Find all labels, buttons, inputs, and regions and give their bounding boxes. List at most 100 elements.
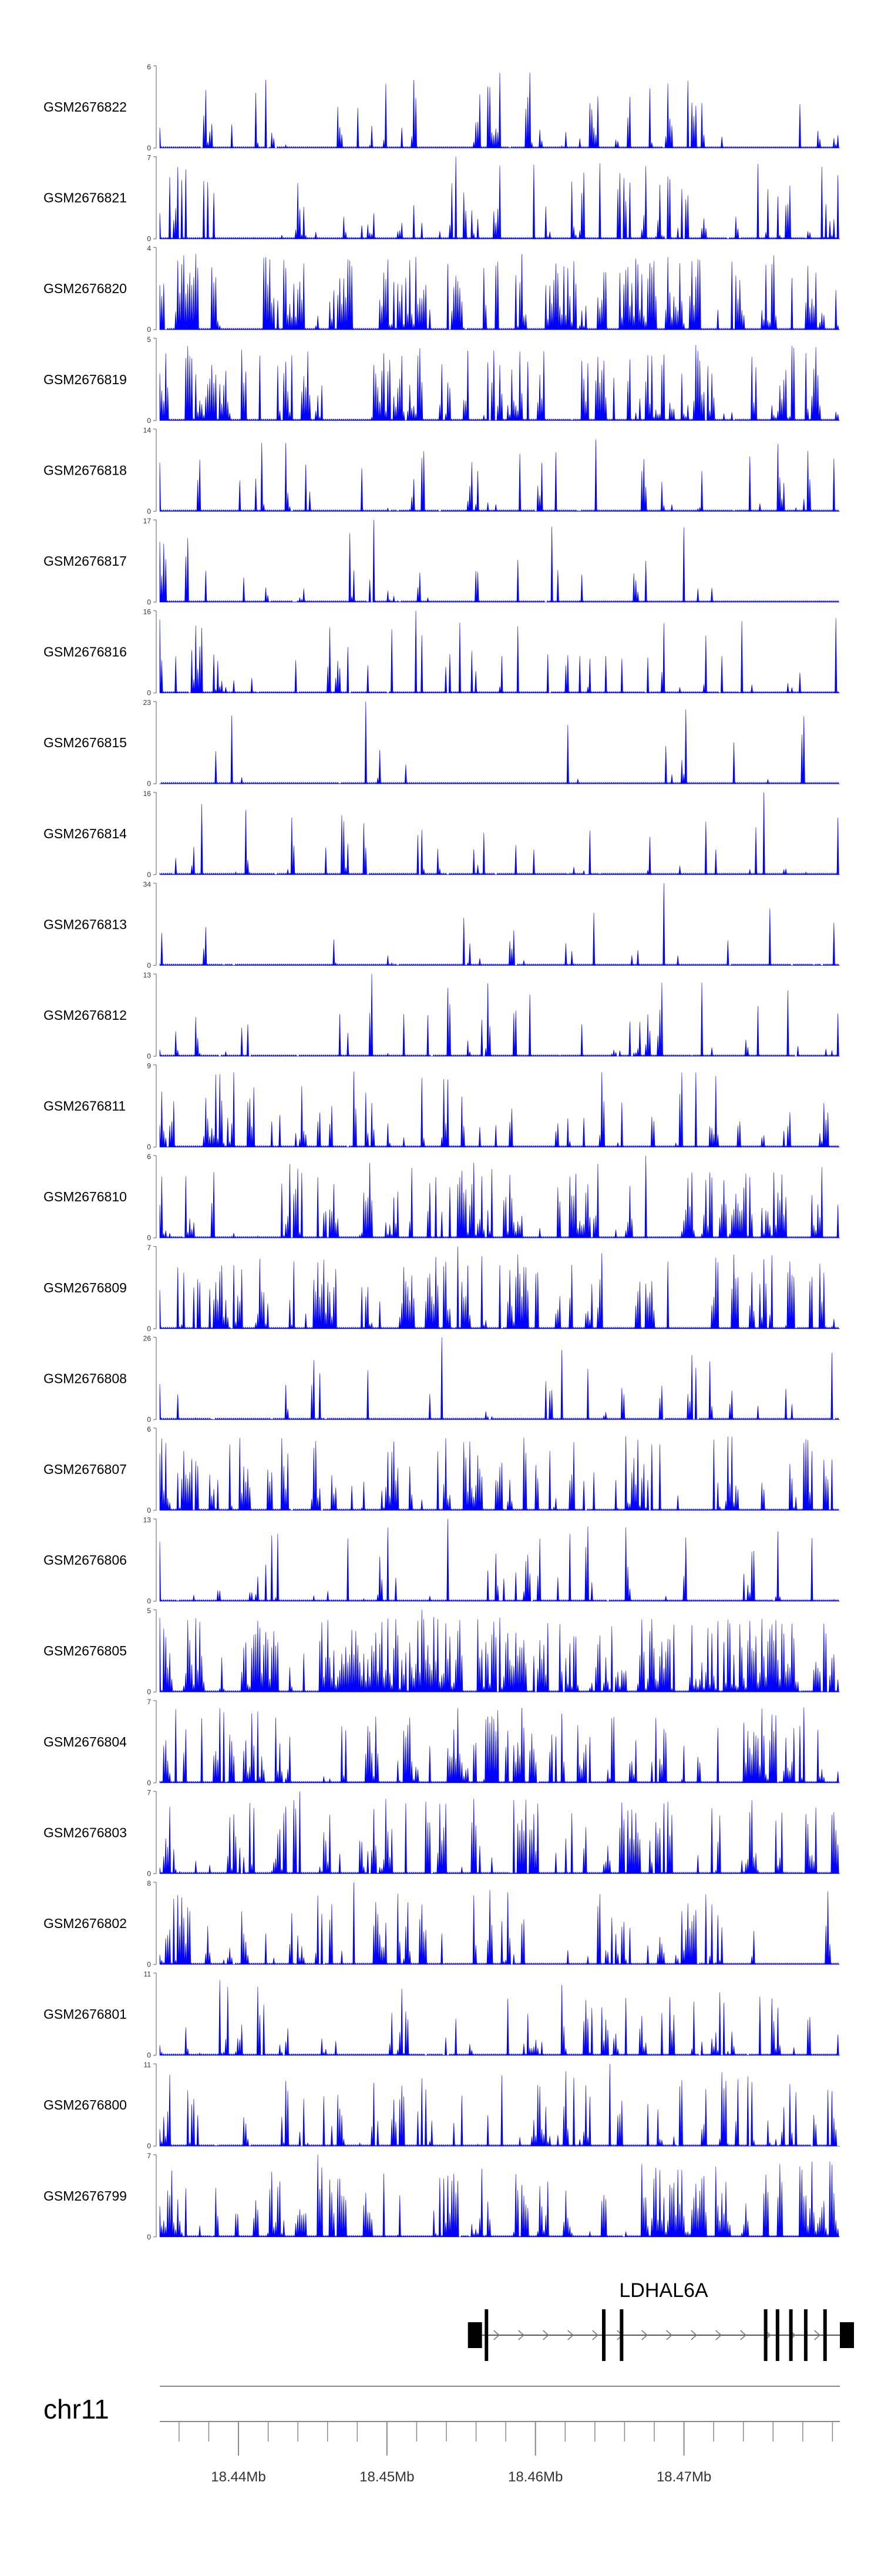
- track-label: GSM2676811: [43, 1099, 126, 1114]
- gene-utr-right: [840, 2322, 854, 2348]
- y-max-label: 7: [147, 1788, 151, 1796]
- track-label: GSM2676804: [43, 1734, 127, 1749]
- gene-exon: [789, 2309, 793, 2361]
- track-GSM2676809: GSM2676809 7 0: [43, 1244, 840, 1333]
- y-min-label: 0: [147, 1052, 151, 1060]
- track-GSM2676804: GSM2676804 7 0: [43, 1698, 840, 1787]
- y-min-label: 0: [147, 1143, 151, 1151]
- genome-axis: chr11 18.44Mb 18.45Mb 18.46Mb 18.47Mb: [43, 2386, 840, 2485]
- y-max-label: 34: [143, 880, 152, 888]
- gene-exon: [775, 2309, 779, 2361]
- track-GSM2676816: GSM2676816 16 0: [43, 608, 840, 697]
- track-GSM2676814: GSM2676814 16 0: [43, 790, 840, 879]
- track-GSM2676820: GSM2676820 4 0: [43, 244, 840, 334]
- y-max-label: 6: [147, 63, 151, 71]
- track-GSM2676810: GSM2676810 6 0: [43, 1153, 840, 1242]
- y-min-label: 0: [147, 1960, 151, 1969]
- y-min-label: 0: [147, 1415, 151, 1423]
- track-label: GSM2676803: [43, 1825, 127, 1840]
- track-label: GSM2676800: [43, 2097, 127, 2112]
- track-GSM2676821: GSM2676821 7 0: [43, 154, 840, 243]
- coverage-area: [159, 1980, 840, 2056]
- gene-label: LDHAL6A: [619, 2279, 708, 2302]
- y-max-label: 5: [147, 1607, 151, 1615]
- y-min-label: 0: [147, 961, 151, 969]
- coverage-area: [159, 1610, 840, 1693]
- track-label: GSM2676816: [43, 644, 127, 660]
- strand-arrow: [814, 2330, 821, 2340]
- y-max-label: 6: [147, 1425, 151, 1433]
- coverage-area: [159, 1791, 840, 1875]
- track-label: GSM2676822: [43, 99, 127, 115]
- track-label: GSM2676802: [43, 1916, 127, 1931]
- track-label: GSM2676819: [43, 372, 127, 387]
- coverage-area: [159, 72, 840, 149]
- y-min-label: 0: [147, 325, 151, 334]
- y-max-label: 17: [143, 517, 152, 525]
- coverage-area: [159, 1156, 840, 1239]
- y-max-label: 6: [147, 1153, 151, 1161]
- gene-exon: [803, 2309, 808, 2361]
- y-min-label: 0: [147, 1779, 151, 1787]
- y-min-label: 0: [147, 598, 151, 606]
- coverage-area: [159, 792, 840, 875]
- x-tick-label: 18.47Mb: [657, 2469, 711, 2485]
- coverage-area: [159, 883, 840, 966]
- coverage-area: [159, 345, 840, 421]
- coverage-area: [159, 1072, 840, 1148]
- strand-arrow: [666, 2330, 672, 2340]
- y-min-label: 0: [147, 2051, 151, 2060]
- track-GSM2676812: GSM2676812 13 0: [43, 971, 840, 1060]
- y-min-label: 0: [147, 1688, 151, 1696]
- y-max-label: 26: [143, 1334, 152, 1342]
- track-GSM2676808: GSM2676808 26 0: [43, 1334, 840, 1423]
- strand-arrow: [740, 2330, 747, 2340]
- y-min-label: 0: [147, 417, 151, 425]
- coverage-area: [159, 254, 840, 331]
- strand-arrow: [641, 2330, 648, 2340]
- track-label: GSM2676812: [43, 1007, 127, 1023]
- coverage-area: [159, 1337, 840, 1420]
- y-min-label: 0: [147, 871, 151, 879]
- track-label: GSM2676809: [43, 1280, 127, 1295]
- track-GSM2676822: GSM2676822 6 0: [43, 63, 840, 152]
- y-max-label: 7: [147, 1698, 151, 1706]
- coverage-area: [159, 1436, 840, 1512]
- track-label: GSM2676799: [43, 2188, 127, 2204]
- y-max-label: 23: [143, 698, 152, 707]
- y-max-label: 9: [147, 1062, 151, 1070]
- strand-arrow: [567, 2330, 574, 2340]
- gene-exon: [485, 2309, 489, 2361]
- y-min-label: 0: [147, 235, 151, 243]
- track-label: GSM2676810: [43, 1189, 127, 1204]
- track-GSM2676819: GSM2676819 5 0: [43, 335, 840, 425]
- y-min-label: 0: [147, 2142, 151, 2150]
- x-tick-label: 18.44Mb: [211, 2469, 265, 2485]
- y-min-label: 0: [147, 2233, 151, 2241]
- track-label: GSM2676814: [43, 826, 127, 841]
- gene-track: LDHAL6A: [468, 2279, 854, 2361]
- y-min-label: 0: [147, 1597, 151, 1606]
- track-GSM2676801: GSM2676801 11 0: [43, 1970, 840, 2060]
- coverage-area: [159, 1519, 840, 1602]
- gene-utr-left: [468, 2322, 482, 2348]
- gene-exon: [601, 2309, 606, 2361]
- gene-exon: [764, 2309, 768, 2361]
- y-max-label: 14: [143, 426, 152, 434]
- coverage-area: [159, 156, 840, 240]
- y-min-label: 0: [147, 1325, 151, 1333]
- track-GSM2676811: GSM2676811 9 0: [43, 1062, 840, 1151]
- track-GSM2676807: GSM2676807 6 0: [43, 1425, 840, 1514]
- y-min-label: 0: [147, 780, 151, 788]
- coverage-area: [159, 2154, 840, 2238]
- track-GSM2676815: GSM2676815 23 0: [43, 698, 840, 788]
- track-label: GSM2676807: [43, 1462, 127, 1477]
- strand-arrow: [543, 2330, 549, 2340]
- track-label: GSM2676813: [43, 916, 127, 932]
- coverage-area: [159, 1882, 840, 1966]
- y-max-label: 5: [147, 335, 151, 344]
- y-max-label: 8: [147, 1879, 151, 1888]
- y-max-label: 16: [143, 790, 152, 798]
